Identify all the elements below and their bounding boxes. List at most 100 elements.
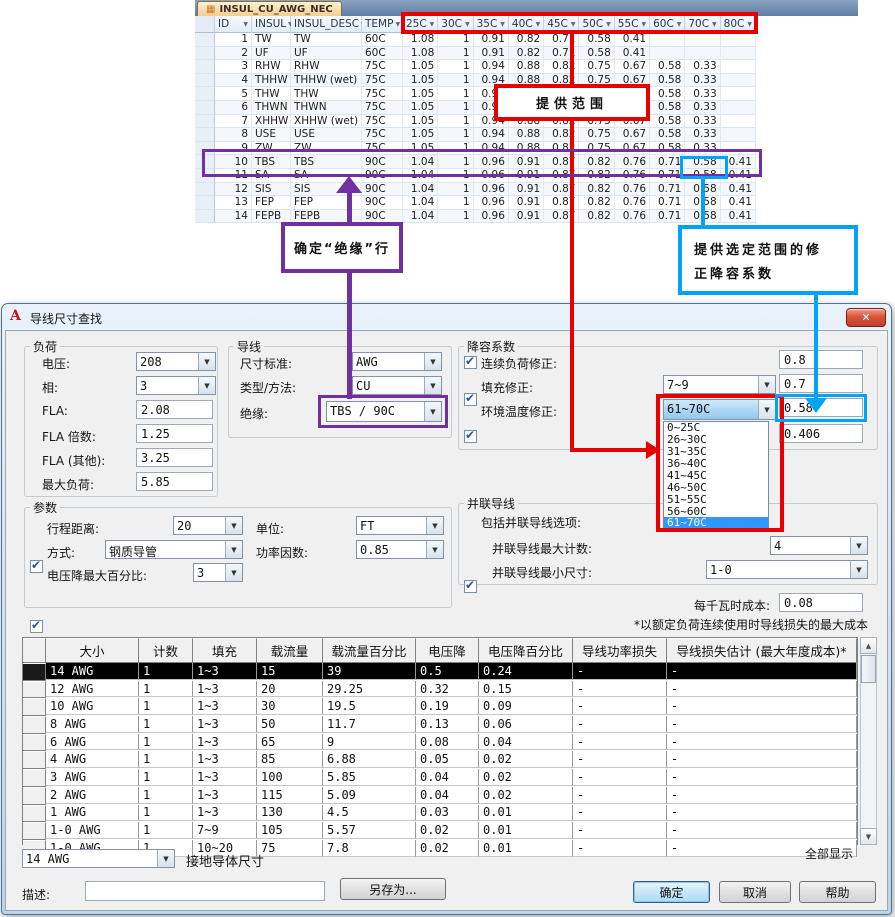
row-selector[interactable] [195,87,215,101]
results-column-header[interactable]: 填充 [193,638,257,663]
access-table-tab[interactable]: ▦ INSUL_CU_AWG_NEC [197,1,342,16]
results-row-selector[interactable] [23,680,46,699]
column-header-insul_desc[interactable]: INSUL_DESC▼ [291,16,366,33]
vdrop-checkbox[interactable] [30,618,43,633]
filter-dropdown-icon[interactable]: ▼ [606,20,611,28]
fill-factor-field[interactable]: 0.7 [779,374,863,393]
cancel-button[interactable]: 取消 [719,881,791,903]
results-column-header[interactable]: 电压降百分比 [479,638,573,663]
results-column-header[interactable]: 载流量 [257,638,323,663]
cost-field[interactable]: 0.08 [779,593,863,612]
column-header-25c[interactable]: 25C ▼ [403,16,439,33]
continuous-factor-field[interactable]: 0.8 [779,350,863,369]
access-row-4[interactable]: 4 THHW THHW (wet) 75C 1.05 1 0.94 0.88 0.82 0.75 0… [195,73,756,88]
chevron-down-icon[interactable]: ▼ [225,517,242,534]
row-selector[interactable] [195,128,215,142]
filter-dropdown-icon[interactable]: ▼ [641,20,647,28]
temp-option-46~50C[interactable]: 46~50C [667,480,707,494]
distance-checkbox[interactable] [30,558,43,573]
filter-dropdown-icon[interactable]: ▼ [395,20,401,28]
column-header-40c[interactable]: 40C ▼ [508,16,545,33]
chevron-down-icon[interactable]: ▼ [758,400,775,419]
wire-type-combo[interactable]: CU ▼ [352,376,442,395]
chevron-down-icon[interactable]: ▼ [424,377,441,394]
results-row-selector[interactable] [23,822,46,840]
fla-other-field[interactable]: 3.25 [136,448,213,467]
method-combo[interactable]: 钢质导管 ▼ [105,540,243,559]
filter-dropdown-icon[interactable]: ▼ [747,20,752,28]
column-header-35c[interactable]: 35C ▼ [473,16,509,33]
min-size-combo[interactable]: 1-0 ▼ [706,560,868,579]
include-parallel-checkbox[interactable] [464,578,477,593]
access-row-2[interactable]: 2 UF UF 60C 1.08 1 0.91 0.82 0.71 0.58 0.41 [195,46,756,61]
voltage-combo[interactable]: 208 ▼ [136,352,216,371]
temp-option-61~70C[interactable]: 61~70C [664,516,768,529]
temp-option-31~35C[interactable]: 31~35C [667,445,707,459]
phase-combo[interactable]: 3 ▼ [136,376,216,395]
close-button[interactable]: ✕ [846,308,886,327]
power-factor-combo[interactable]: 0.85 ▼ [356,540,444,559]
column-header-60c[interactable]: 60C ▼ [650,16,686,33]
max-count-combo[interactable]: 4 ▼ [770,536,868,555]
results-column-header[interactable]: 导线损失估计 (最大年度成本)* [667,638,857,663]
results-column-header[interactable]: 载流量百分比 [323,638,416,663]
vdrop-combo[interactable]: 3 ▼ [193,563,243,582]
filter-dropdown-icon[interactable]: ▼ [676,20,682,28]
temp-option-0~25C[interactable]: 0~25C [667,421,701,435]
access-row-8[interactable]: 8 USE USE 75C 1.05 1 0.94 0.88 0.82 0.75 0.67 0.58 0… [195,128,756,142]
continuous-checkbox[interactable] [464,354,477,369]
scrollbar-thumb[interactable] [861,655,876,683]
access-row-10[interactable]: 10 TBS TBS 90C 1.04 1 0.96 0.91 0.87 0.82 0.76 0.71… [195,155,756,169]
size-standard-combo[interactable]: AWG ▼ [352,352,442,371]
chevron-down-icon[interactable]: ▼ [198,377,215,394]
temp-option-41~45C[interactable]: 41~45C [667,468,707,482]
chevron-down-icon[interactable]: ▼ [157,850,174,867]
results-row-selector[interactable] [23,716,46,734]
scroll-up-icon[interactable]: ▲ [860,637,877,654]
column-header-50c[interactable]: 50C ▼ [579,16,615,33]
row-selector[interactable] [195,114,215,129]
results-row-selector[interactable] [23,663,46,681]
row-selector[interactable] [195,100,215,115]
temp-option-36~40C[interactable]: 36~40C [667,457,707,471]
chevron-down-icon[interactable]: ▼ [850,537,867,554]
chevron-down-icon[interactable]: ▼ [850,561,867,578]
results-row-selector[interactable] [23,804,46,823]
column-header-temp[interactable]: TEMP ▼ [362,16,403,33]
fla-field[interactable]: 2.08 [136,400,213,419]
access-row-5[interactable]: 5THWTHW75C1.0510.940.880.820.750.670.580… [195,87,756,101]
filter-dropdown-icon[interactable]: ▼ [286,21,293,28]
total-factor-field[interactable]: 0.406 [779,424,863,443]
chevron-down-icon[interactable]: ▼ [225,564,242,581]
results-column-header[interactable]: 大小 [46,638,139,663]
results-row-selector[interactable] [23,786,46,805]
results-row-selector[interactable] [23,733,46,752]
insulation-combo[interactable]: TBS / 90C ▼ [326,401,442,422]
temp-option-51~55C[interactable]: 51~55C [667,492,707,506]
filter-dropdown-icon[interactable]: ▼ [535,20,541,28]
fill-range-combo[interactable]: 7~9 ▼ [663,375,776,394]
filter-dropdown-icon[interactable]: ▼ [464,20,470,28]
access-row-12[interactable]: 12 SIS SIS 90C 1.04 1 0.96 0.91 0.87 0.82 0.76 0.71… [195,182,756,197]
fla-mult-field[interactable]: 1.25 [136,424,213,443]
chevron-down-icon[interactable]: ▼ [424,402,441,421]
scroll-down-icon[interactable]: ▼ [860,828,877,845]
max-load-field[interactable]: 5.85 [136,472,213,491]
results-column-header[interactable]: 计数 [139,638,193,663]
chevron-down-icon[interactable]: ▼ [758,376,775,393]
row-selector[interactable] [195,196,215,210]
access-row-13[interactable]: 13 FEP FEP 90C 1.04 1 0.96 0.91 0.87 0.82 0.76 0.71… [195,196,756,210]
chevron-down-icon[interactable]: ▼ [424,353,441,370]
filter-dropdown-icon[interactable]: ▼ [429,20,435,28]
access-row-14[interactable]: 14 FEPB FEPB 90C 1.04 1 0.96 0.91 0.87 0.82 0.76 0.… [195,209,756,224]
column-header-id[interactable]: ID ▼ [215,16,252,33]
filter-dropdown-icon[interactable]: ▼ [570,20,576,28]
ambient-range-combo[interactable]: 61~70C ▼ [663,399,776,420]
row-selector[interactable] [195,182,215,197]
unit-combo[interactable]: FT ▼ [356,516,444,535]
chevron-down-icon[interactable]: ▼ [426,517,443,534]
chevron-down-icon[interactable]: ▼ [198,353,215,370]
row-selector[interactable] [195,46,215,61]
results-row-selector[interactable] [23,769,46,787]
